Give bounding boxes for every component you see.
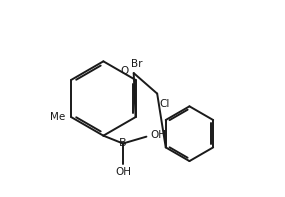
- Text: OH: OH: [150, 130, 166, 140]
- Text: O: O: [121, 66, 129, 76]
- Text: Me: Me: [50, 112, 65, 122]
- Text: OH: OH: [115, 167, 131, 177]
- Text: B: B: [119, 138, 127, 149]
- Text: Cl: Cl: [160, 99, 170, 109]
- Text: Br: Br: [131, 59, 142, 69]
